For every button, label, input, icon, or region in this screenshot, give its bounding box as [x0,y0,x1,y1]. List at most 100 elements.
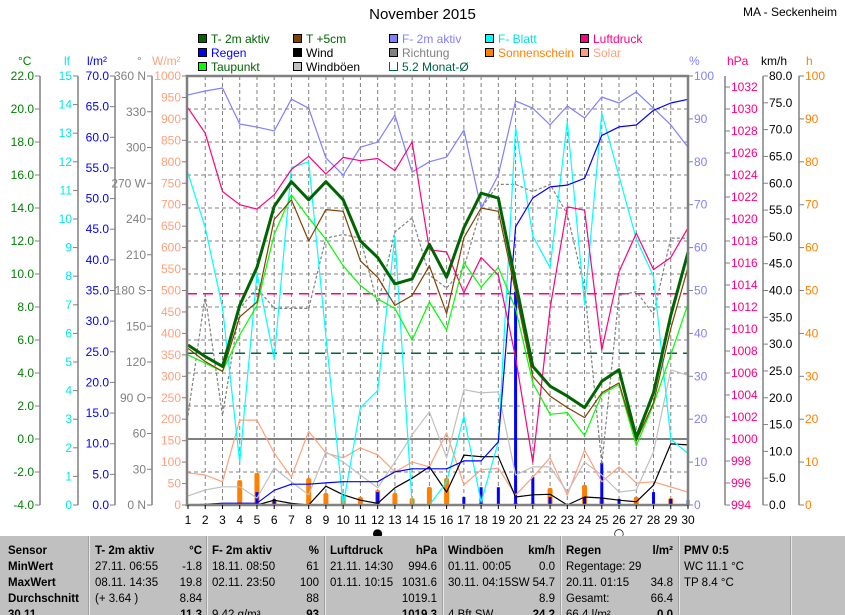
axis-label-hpa: 1004 [731,388,758,402]
legend-swatch [485,48,494,57]
series-line-t-5cm [187,199,689,442]
axis-label-solar: 450 [161,305,181,319]
axis-label-kmh: 35.0 [769,310,793,324]
table-cell: (+ 3.64 ) [95,593,139,605]
axis-label-temp: 2.0 [17,399,34,413]
axis-label-leaf: 7 [65,298,72,312]
axis-label-rain: 0.0 [92,498,109,512]
legend-swatch [293,34,302,43]
sunshine-bar [237,480,243,505]
legend-label: 5.2 Monat-Ø [402,59,469,74]
legend-swatch [580,48,589,57]
legend-item: Regen [198,46,246,60]
legend-item: F- Blatt [485,32,537,46]
axis-label-leaf: 13 [59,126,73,140]
x-tick-label: 26 [612,513,626,527]
axis-label-pct: 10 [694,455,708,469]
x-tick-label: 13 [388,513,402,527]
axis-label-dir: 270 W [111,176,146,190]
table-cell: % [308,545,319,557]
axis-unit-temp: °C [18,54,32,68]
table-cell: Windböen [448,545,504,557]
sunshine-bar [633,496,639,505]
table-cell: PMV 0:5 [684,545,729,557]
legend-swatch [580,34,589,43]
legend-label: Wind [306,45,334,60]
axis-label-pct: 0 [694,498,701,512]
axis-label-kmh: 80.0 [769,69,793,83]
axis-label-temp: 0.0 [17,432,34,446]
axis-label-kmh: 55.0 [769,203,793,217]
table-cell: Gesamt: [566,593,610,605]
axis-unit-pct: % [689,54,700,68]
axis-label-leaf: 5 [65,355,72,369]
axis-label-dir: 150 [126,319,146,333]
axis-label-kmh: 65.0 [769,149,793,163]
axis-label-kmh: 60.0 [769,176,793,190]
axis-label-hpa: 1026 [731,146,758,160]
sunshine-bar [323,492,329,505]
legend-item: Richtung [389,46,449,60]
legend-label: Sonnenschein [498,45,575,60]
axis-label-kmh: 40.0 [769,284,793,298]
axis-label-hpa: 1018 [731,234,758,248]
rain-bar [669,498,673,505]
axis-label-solar: 750 [161,176,181,190]
x-tick-label: 14 [405,513,419,527]
axis-label-solar: 300 [161,369,181,383]
table-cell: Luftdruck [330,545,384,557]
rain-bar [548,497,552,505]
series-line-solar [187,419,689,496]
moon-phase-icon: ● [372,526,382,540]
table-cell: Sensor [8,545,47,557]
moon-phase-icon: ○ [614,526,624,540]
x-tick-label: 4 [236,513,243,527]
axis-label-dir: 360 N [114,69,146,83]
rain-bar [531,476,535,505]
axis-label-kmh: 30.0 [769,337,793,351]
table-cell: 08.11. 14:35 [95,577,159,589]
axis-label-dir: 180 S [115,284,146,298]
rain-bar [617,498,621,505]
axis-label-hpa: 1032 [731,80,758,94]
legend-swatch [389,34,398,43]
axis-label-solar: 600 [161,241,181,255]
table-cell: 1031.6 [401,577,437,589]
axis-label-hpa: 1024 [731,168,758,182]
axis-label-hours: 30 [805,369,819,383]
axis-label-solar: 150 [161,434,181,448]
axis-label-solar: 950 [161,90,181,104]
axis-label-solar: 700 [161,198,181,212]
legend-label: Solar [593,45,622,60]
plot-area [187,76,688,505]
table-cell: 61 [306,561,319,573]
rain-bar [376,492,380,505]
x-tick-label: 25 [595,513,609,527]
axis-label-hpa: 1030 [731,102,758,116]
axis-label-rain: 50.0 [86,192,110,206]
axis-label-solar: 850 [161,133,181,147]
legend-item: T- 2m aktiv [198,32,270,46]
axis-label-dir: 240 [126,212,146,226]
axis-label-hpa: 1014 [731,278,758,292]
table-cell: 66.4 [650,593,673,605]
table-cell: 0.0 [539,561,555,573]
table-cell: 54.7 [532,577,555,589]
table-cell: 19.8 [179,577,202,589]
x-tick-label: 1 [185,513,192,527]
axis-label-solar: 250 [161,391,181,405]
x-tick-label: 9 [323,513,330,527]
axis-label-dir: 60 [133,427,147,441]
legend-item: F- 2m aktiv [389,32,461,46]
axis-label-temp: 22.0 [11,69,35,83]
chart-title: November 2015 [369,6,476,23]
rain-bar [583,497,587,505]
series-line-wind [188,443,689,506]
axis-label-rain: 30.0 [86,314,110,328]
series-line-luftdruck [187,107,689,463]
axis-label-temp: 14.0 [11,201,35,215]
axis-label-kmh: 75.0 [769,96,793,110]
legend-item: Sonnenschein [485,45,575,60]
x-tick-label: 28 [647,513,661,527]
